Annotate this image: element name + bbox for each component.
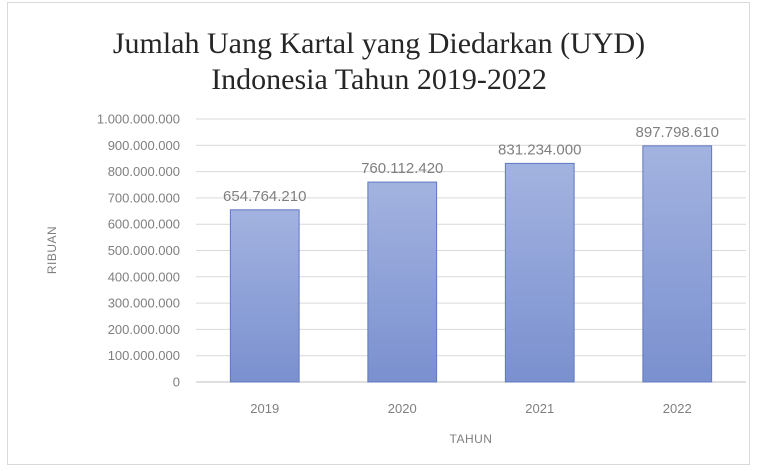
data-labels: 654.764.210 760.112.420 831.234.000 897.798… [223,124,719,205]
bar-2021 [504,162,575,383]
x-tick-label-2019: 2019 [250,401,279,416]
bars [229,145,713,383]
y-axis-ticks: 0 100.000.000 200.000.000 300.000.000 400.00… [97,112,180,390]
chart-title-line2: Indonesia Tahun 2019-2022 [211,63,547,96]
x-axis-label: TAHUN [450,432,493,446]
x-tick-label-2022: 2022 [663,401,692,416]
chart-title: Jumlah Uang Kartal yang Diedarkan (UYD) … [0,26,758,98]
data-label-2019: 654.764.210 [223,188,306,205]
y-tick-label: 0 [173,375,180,390]
y-tick-label: 600.000.000 [108,217,180,232]
y-tick-label: 200.000.000 [108,322,180,337]
chart-title-line1: Jumlah Uang Kartal yang Diedarkan (UYD) [112,27,646,60]
y-axis-label: RIBUAN [45,226,59,274]
y-tick-label: 100.000.000 [108,348,180,363]
data-label-2021: 831.234.000 [498,141,581,158]
x-axis-ticks: 2019 2020 2021 2022 [250,401,691,416]
y-tick-label: 400.000.000 [108,269,180,284]
y-tick-label: 1.000.000.000 [97,112,180,127]
bar-2020 [367,181,438,383]
data-label-2022: 897.798.610 [636,124,719,141]
y-tick-label: 900.000.000 [108,138,180,153]
data-label-2020: 760.112.420 [361,160,443,177]
x-tick-label-2020: 2020 [388,401,417,416]
bar-2019 [229,209,300,383]
bar-2022 [642,145,713,383]
y-tick-label: 300.000.000 [108,296,180,311]
y-tick-label: 700.000.000 [108,190,180,205]
y-tick-label: 500.000.000 [108,243,180,258]
x-tick-label-2021: 2021 [525,401,554,416]
y-tick-label: 800.000.000 [108,164,180,179]
